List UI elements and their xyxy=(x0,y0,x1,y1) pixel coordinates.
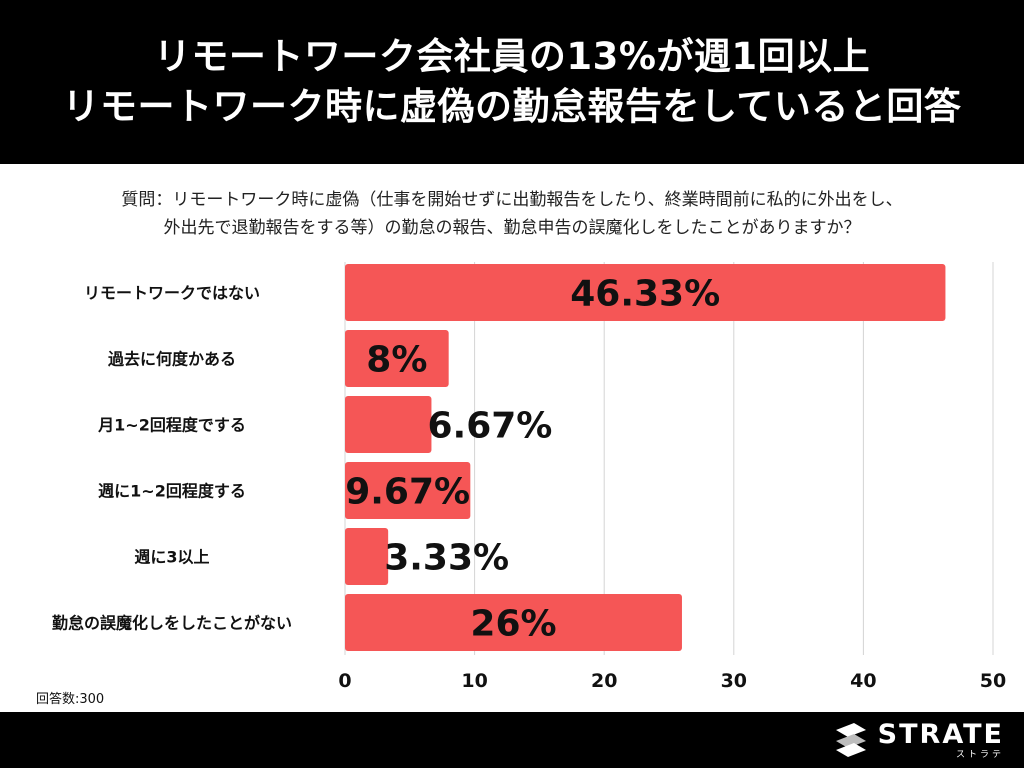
value-label: 8% xyxy=(366,340,427,381)
footer-bar: STRATE ストラテ xyxy=(0,712,1024,768)
value-label: 26% xyxy=(470,604,556,645)
brand-subtitle: ストラテ xyxy=(955,750,1004,760)
title-line-1: リモートワーク会社員の13%が週1回以上 xyxy=(153,35,871,78)
category-label: リモートワークではない xyxy=(84,284,260,303)
bar xyxy=(345,462,471,519)
brand-logo: STRATE ストラテ xyxy=(832,720,1004,760)
x-tick-label: 30 xyxy=(721,670,747,692)
x-tick-label: 10 xyxy=(461,670,487,692)
strate-logo-icon xyxy=(835,723,866,757)
title-line-2: リモートワーク時に虚偽の勤怠報告をしていると回答 xyxy=(62,85,962,128)
x-tick-label: 20 xyxy=(591,670,617,692)
bar-chart: 0 10 20 30 40 50 リモートワークではない 46.33% 過去に何度かある 8% 月1… xyxy=(52,262,1006,692)
value-label: 6.67% xyxy=(427,406,552,447)
question-line-1: 質問：リモートワーク時に虚偽（仕事を開始せずに出勤報告をしたり、終業時間前に私的… xyxy=(121,190,903,210)
value-label: 9.67% xyxy=(345,472,470,513)
x-tick-label: 50 xyxy=(980,670,1006,692)
category-label: 週に1~2回程度する xyxy=(98,482,246,501)
category-label: 過去に何度かある xyxy=(107,350,236,369)
brand-name: STRATE xyxy=(877,719,1004,750)
bar xyxy=(345,594,682,651)
value-label: 46.33% xyxy=(570,274,720,315)
category-label: 月1~2回程度でする xyxy=(97,416,246,435)
response-count: 回答数:300 xyxy=(36,692,105,707)
category-label: 勤怠の誤魔化しをしたことがない xyxy=(52,614,292,633)
bar xyxy=(345,264,946,321)
category-label: 週に3以上 xyxy=(134,548,209,567)
question-line-2: 外出先で退勤報告をする等）の勤怠の報告、勤怠申告の誤魔化しをしたことがありますか… xyxy=(163,218,861,238)
bar xyxy=(345,528,389,585)
x-tick-label: 40 xyxy=(850,670,876,692)
survey-question: 質問：リモートワーク時に虚偽（仕事を開始せずに出勤報告をしたり、終業時間前に私的… xyxy=(0,186,1024,242)
value-label: 3.33% xyxy=(384,538,509,579)
bar xyxy=(345,396,432,453)
x-tick-label: 0 xyxy=(338,670,351,692)
bar xyxy=(345,330,449,387)
header-banner: リモートワーク会社員の13%が週1回以上 リモートワーク時に虚偽の勤怠報告をして… xyxy=(0,0,1024,164)
